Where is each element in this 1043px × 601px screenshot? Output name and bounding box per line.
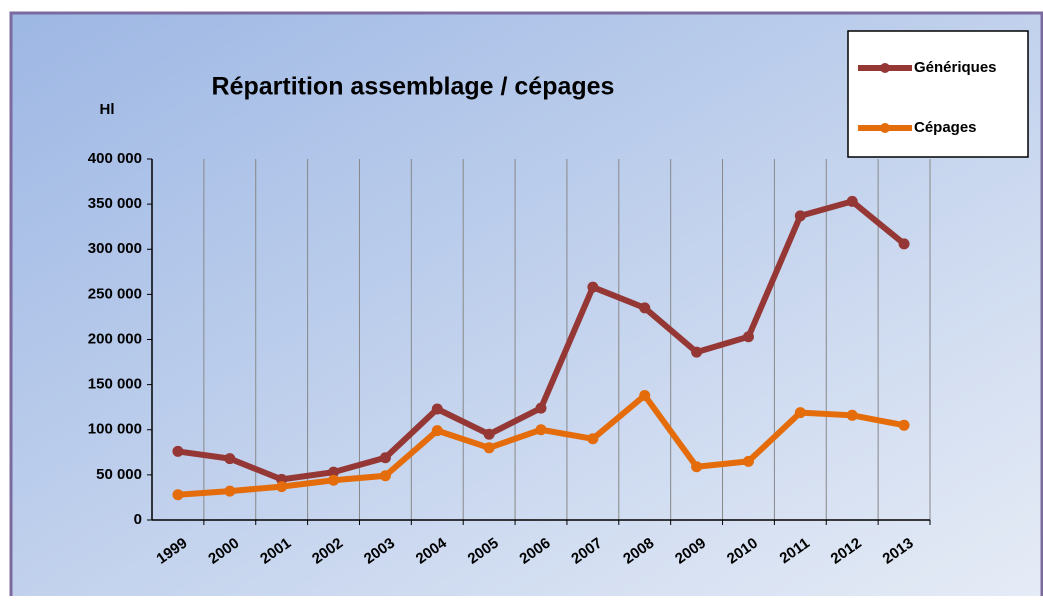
chart-title: Répartition assemblage / cépages bbox=[212, 73, 615, 101]
y-tick-label: 150 000 bbox=[88, 376, 142, 393]
y-tick-label: 400 000 bbox=[88, 150, 142, 167]
legend-label: Cépages bbox=[914, 119, 977, 136]
data-point bbox=[431, 403, 443, 415]
y-tick-label: 350 000 bbox=[88, 195, 142, 212]
data-point bbox=[794, 407, 806, 419]
data-point bbox=[535, 402, 547, 414]
data-point bbox=[483, 428, 495, 440]
y-tick-label: 50 000 bbox=[96, 466, 142, 483]
data-point bbox=[898, 419, 910, 431]
data-point bbox=[224, 453, 236, 465]
data-point bbox=[639, 302, 651, 314]
data-point bbox=[742, 331, 754, 343]
data-point bbox=[587, 433, 599, 445]
data-point bbox=[742, 455, 754, 467]
y-tick-label: 100 000 bbox=[88, 421, 142, 438]
data-point bbox=[172, 489, 184, 501]
y-tick-label: 200 000 bbox=[88, 330, 142, 347]
data-point bbox=[535, 424, 547, 436]
data-point bbox=[431, 425, 443, 437]
y-tick-label: 250 000 bbox=[88, 285, 142, 302]
legend-label: Génériques bbox=[914, 59, 997, 76]
data-point bbox=[639, 389, 651, 401]
data-point bbox=[794, 210, 806, 222]
legend bbox=[847, 30, 1029, 158]
y-tick-label: 0 bbox=[134, 511, 142, 528]
data-point bbox=[328, 466, 340, 478]
y-axis-label: Hl bbox=[100, 101, 115, 118]
legend-marker bbox=[880, 63, 890, 73]
data-point bbox=[379, 470, 391, 482]
data-point bbox=[483, 442, 495, 454]
data-point bbox=[846, 409, 858, 421]
data-point bbox=[846, 195, 858, 207]
data-point bbox=[276, 481, 288, 493]
data-point bbox=[898, 238, 910, 250]
data-point bbox=[379, 452, 391, 464]
data-point bbox=[328, 474, 340, 486]
data-point bbox=[691, 461, 703, 473]
data-point bbox=[224, 485, 236, 497]
y-tick-label: 300 000 bbox=[88, 240, 142, 257]
data-point bbox=[172, 445, 184, 457]
data-point bbox=[691, 346, 703, 358]
legend-marker bbox=[880, 123, 890, 133]
data-point bbox=[587, 281, 599, 293]
